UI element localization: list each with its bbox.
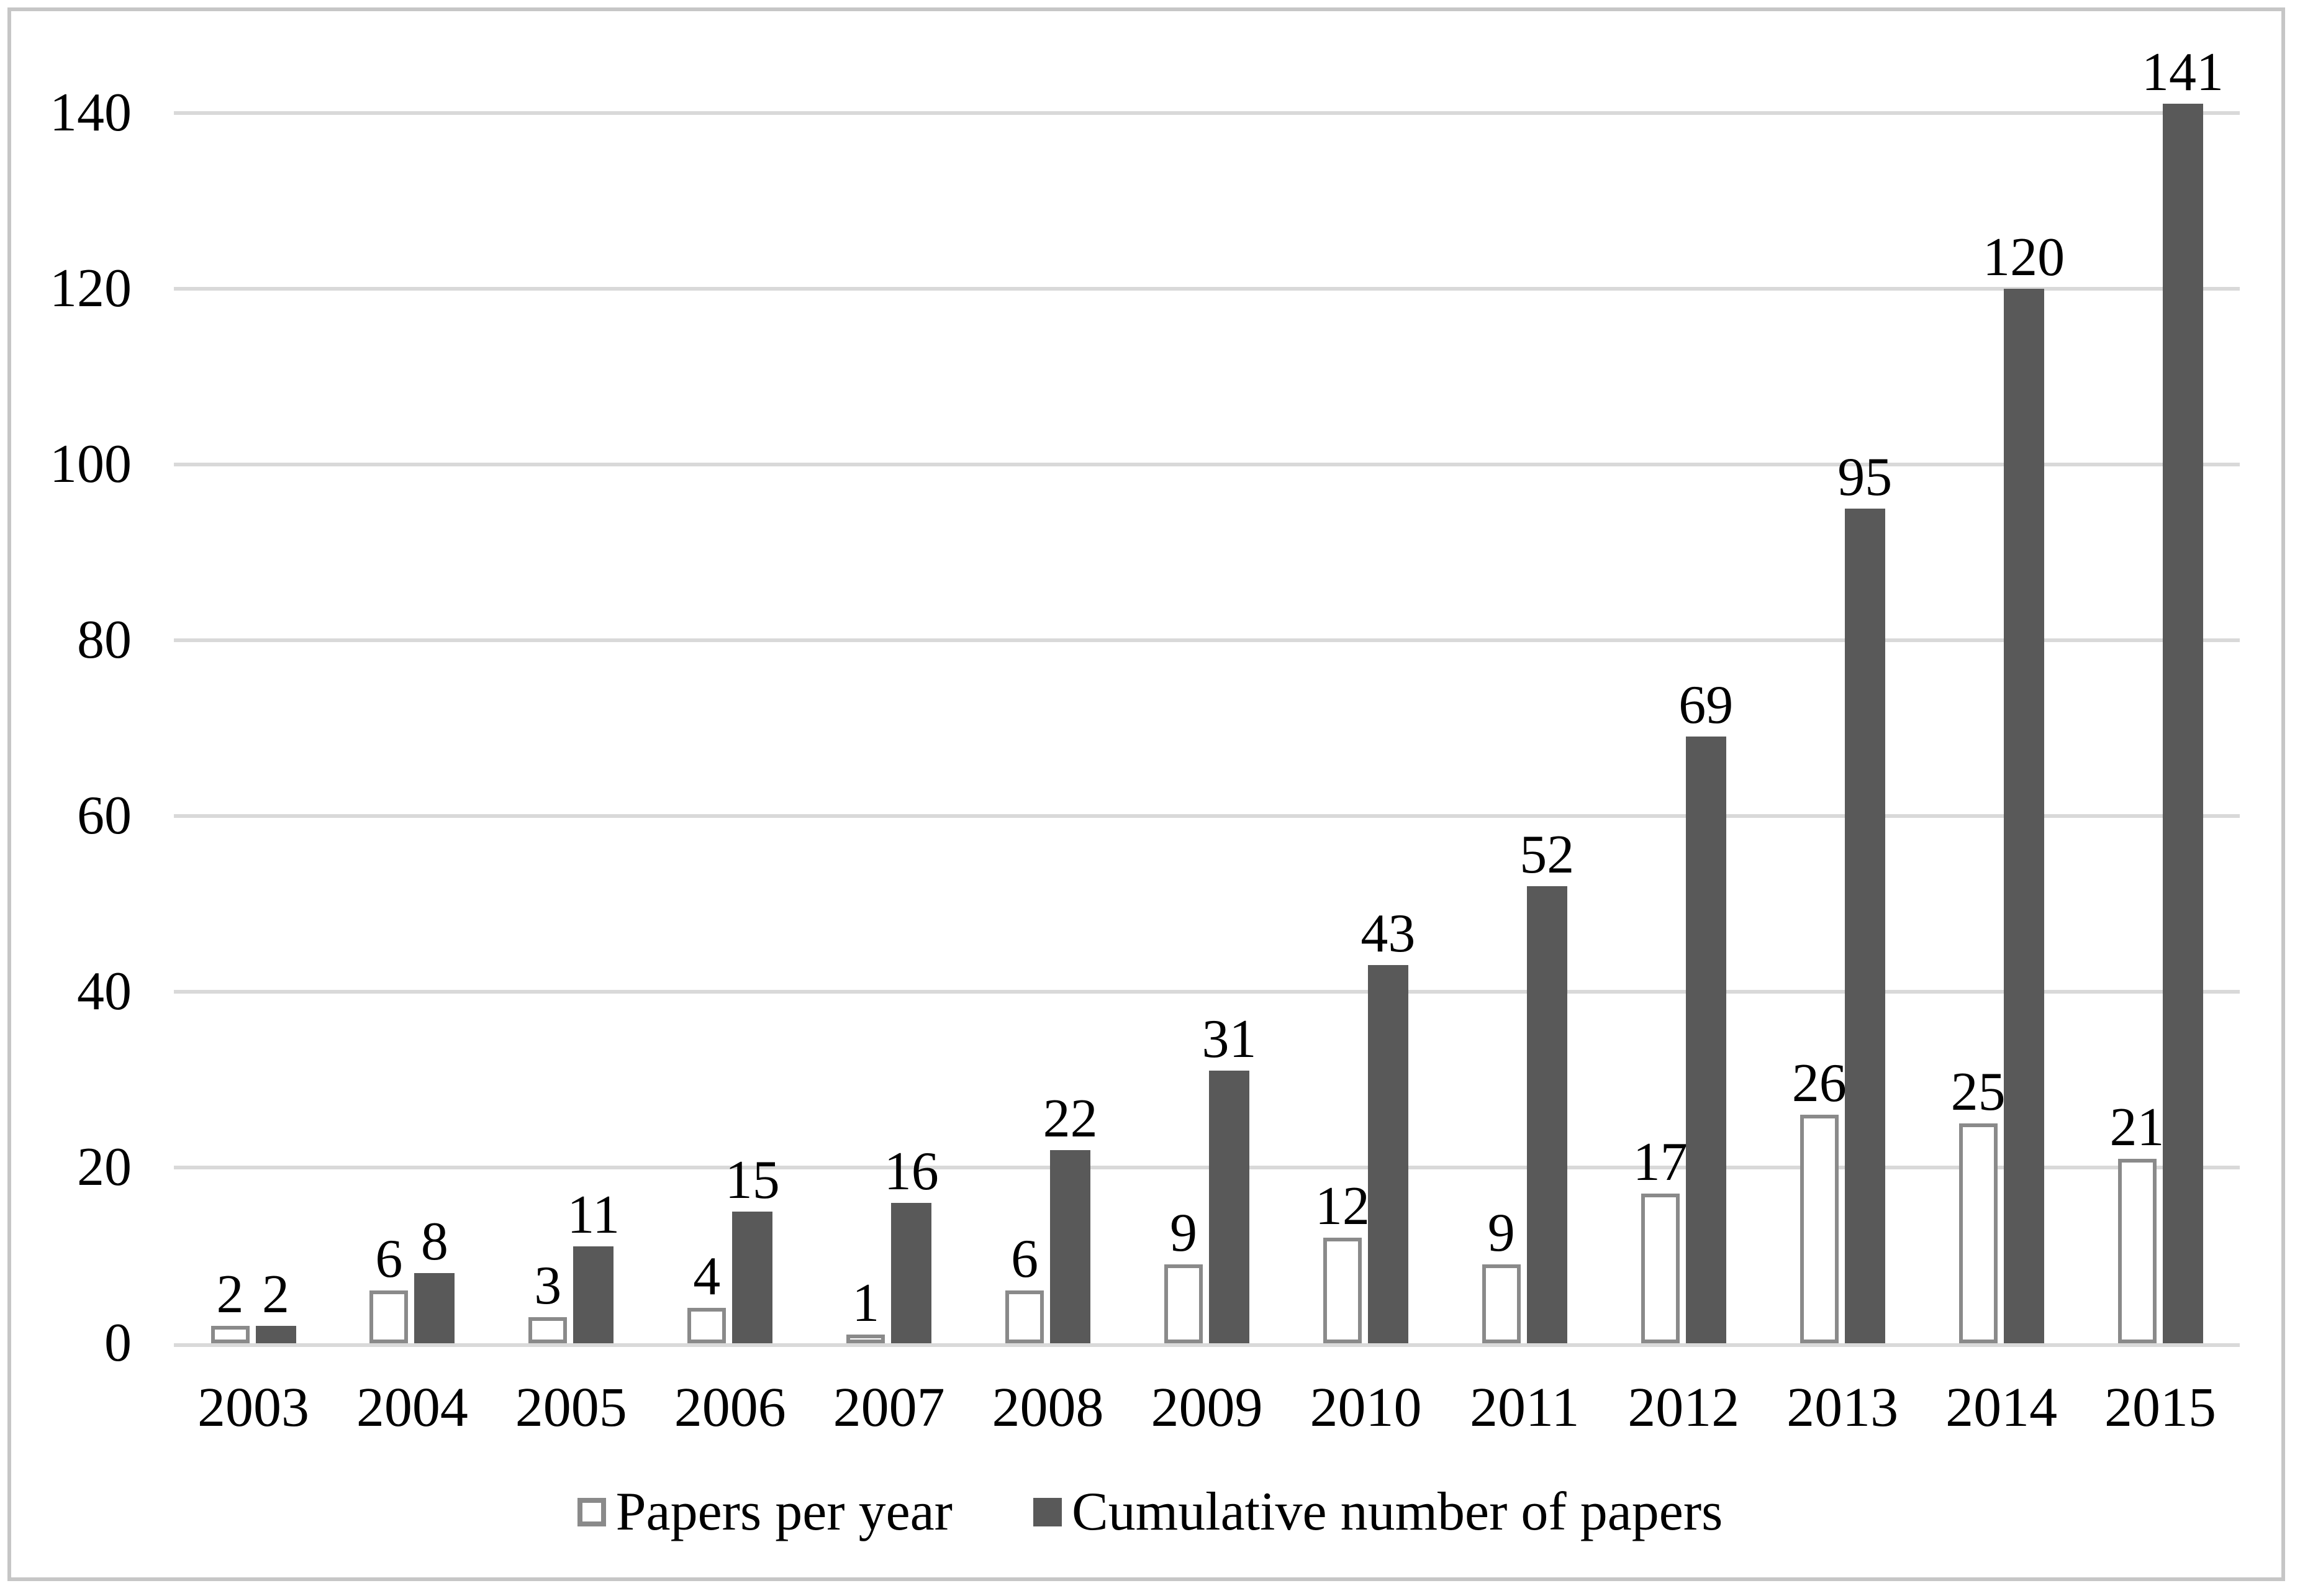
bar-cumulative-2010: [1367, 965, 1408, 1343]
data-label-papers-2007: 1: [852, 1272, 880, 1333]
bar-papers-per-year-2014: [1958, 1123, 1998, 1343]
y-tick-label-40: 40: [77, 961, 132, 1022]
data-label-papers-2006: 4: [693, 1246, 721, 1307]
data-label-papers-2008: 6: [1011, 1229, 1039, 1290]
data-label-papers-2009: 9: [1170, 1202, 1197, 1263]
x-tick-label-2003: 2003: [197, 1377, 309, 1438]
x-tick-label-2011: 2011: [1470, 1377, 1580, 1438]
x-tick-label-2015: 2015: [2104, 1377, 2217, 1438]
bar-papers-per-year-2009: [1164, 1264, 1203, 1343]
gridline-40: [174, 989, 2240, 994]
y-tick-label-100: 100: [50, 433, 132, 494]
y-tick-label-120: 120: [50, 258, 132, 319]
bar-papers-per-year-2006: [687, 1308, 727, 1343]
legend-label-papers-per-year: Papers per year: [615, 1482, 953, 1542]
data-label-cumulative-2005: 11: [567, 1185, 620, 1246]
data-label-papers-2004: 6: [375, 1229, 403, 1290]
data-label-cumulative-2007: 16: [884, 1141, 939, 1202]
x-tick-label-2005: 2005: [515, 1377, 627, 1438]
bar-cumulative-2015: [2162, 104, 2203, 1343]
bar-papers-per-year-2013: [1800, 1115, 1839, 1343]
data-label-cumulative-2011: 52: [1519, 825, 1575, 885]
y-tick-label-80: 80: [77, 609, 132, 670]
data-label-cumulative-2010: 43: [1361, 904, 1416, 964]
bar-cumulative-2003: [255, 1325, 296, 1343]
bar-papers-per-year-2003: [211, 1325, 250, 1343]
data-label-papers-2011: 9: [1487, 1202, 1515, 1263]
x-tick-label-2013: 2013: [1786, 1377, 1899, 1438]
bar-cumulative-2005: [573, 1246, 614, 1343]
bar-papers-per-year-2005: [528, 1317, 568, 1343]
bar-papers-per-year-2012: [1641, 1194, 1680, 1343]
y-tick-label-20: 20: [77, 1136, 132, 1197]
bar-cumulative-2008: [1050, 1149, 1091, 1343]
bar-papers-per-year-2010: [1323, 1238, 1362, 1343]
data-label-cumulative-2004: 8: [420, 1211, 448, 1272]
data-label-papers-2012: 17: [1632, 1132, 1688, 1193]
gridline-120: [174, 286, 2240, 291]
data-label-papers-2005: 3: [534, 1255, 562, 1316]
data-label-cumulative-2009: 31: [1202, 1009, 1257, 1070]
x-tick-label-2007: 2007: [833, 1377, 945, 1438]
gridline-60: [174, 814, 2240, 818]
data-label-papers-2003: 2: [216, 1264, 244, 1325]
bar-papers-per-year-2004: [369, 1290, 409, 1343]
bar-cumulative-2007: [891, 1202, 932, 1343]
gridline-80: [174, 638, 2240, 642]
data-label-cumulative-2003: 2: [262, 1264, 289, 1325]
data-label-cumulative-2014: 120: [1983, 227, 2065, 288]
bar-cumulative-2009: [1209, 1071, 1249, 1343]
data-label-papers-2010: 12: [1315, 1176, 1370, 1237]
x-tick-label-2008: 2008: [992, 1377, 1104, 1438]
bar-cumulative-2013: [1844, 508, 1885, 1343]
data-label-cumulative-2008: 22: [1043, 1088, 1098, 1149]
bar-cumulative-2011: [1526, 886, 1567, 1343]
bar-cumulative-2006: [732, 1211, 773, 1343]
bar-papers-per-year-2015: [2117, 1158, 2157, 1343]
bar-papers-per-year-2008: [1005, 1290, 1044, 1343]
data-label-papers-2013: 26: [1791, 1053, 1847, 1113]
bar-cumulative-2012: [1685, 737, 1726, 1343]
data-label-cumulative-2013: 95: [1837, 447, 1893, 507]
legend-label-cumulative: Cumulative number of papers: [1072, 1482, 1723, 1542]
legend-swatch-dark-gray: [1033, 1498, 1062, 1526]
legend-swatch-white-outlined: [577, 1498, 606, 1526]
y-tick-label-60: 60: [77, 785, 132, 846]
x-tick-label-2014: 2014: [1945, 1377, 2058, 1438]
bar-papers-per-year-2011: [1482, 1264, 1521, 1343]
bar-cumulative-2014: [2003, 288, 2044, 1343]
data-label-cumulative-2012: 69: [1678, 675, 1734, 736]
x-tick-label-2004: 2004: [356, 1377, 468, 1438]
gridline-100: [174, 462, 2240, 466]
legend-item-papers-per-year: Papers per year: [577, 1481, 953, 1543]
data-label-cumulative-2015: 141: [2142, 42, 2224, 103]
bar-papers-per-year-2007: [846, 1334, 885, 1343]
x-axis-line: [174, 1343, 2240, 1347]
data-label-papers-2014: 25: [1950, 1062, 2006, 1123]
x-tick-label-2010: 2010: [1310, 1377, 1422, 1438]
chart-frame: 0 20 40 60 80 100 120 140 2003 2004 2005 2006 2007 2…: [7, 7, 2285, 1581]
bar-cumulative-2004: [414, 1272, 455, 1343]
legend-item-cumulative: Cumulative number of papers: [1033, 1481, 1723, 1543]
x-tick-label-2006: 2006: [674, 1377, 786, 1438]
gridline-20: [174, 1165, 2240, 1169]
legend: Papers per year Cumulative number of pape…: [0, 1481, 2300, 1543]
x-tick-label-2012: 2012: [1628, 1377, 1740, 1438]
y-tick-label-0: 0: [104, 1313, 132, 1373]
gridline-140: [174, 111, 2240, 115]
y-tick-label-140: 140: [50, 82, 132, 143]
data-label-papers-2015: 21: [2109, 1097, 2165, 1158]
data-label-cumulative-2006: 15: [725, 1149, 780, 1210]
x-tick-label-2009: 2009: [1151, 1377, 1263, 1438]
